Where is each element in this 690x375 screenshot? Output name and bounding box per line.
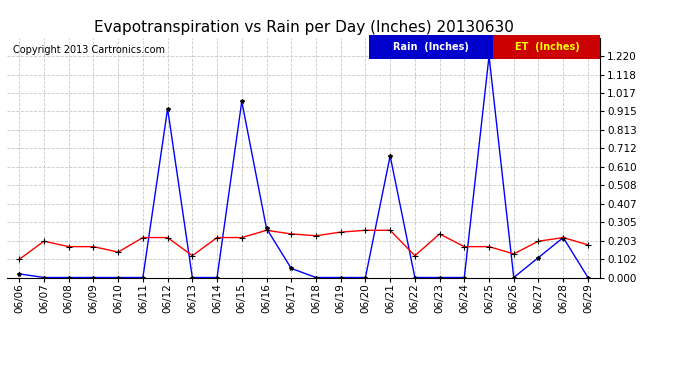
Text: Copyright 2013 Cartronics.com: Copyright 2013 Cartronics.com [13, 45, 165, 55]
Bar [493, 35, 600, 59]
Text: Rain  (Inches): Rain (Inches) [393, 42, 469, 52]
Bar [369, 35, 493, 59]
Text: ET  (Inches): ET (Inches) [515, 42, 580, 52]
Title: Evapotranspiration vs Rain per Day (Inches) 20130630: Evapotranspiration vs Rain per Day (Inch… [94, 20, 513, 35]
